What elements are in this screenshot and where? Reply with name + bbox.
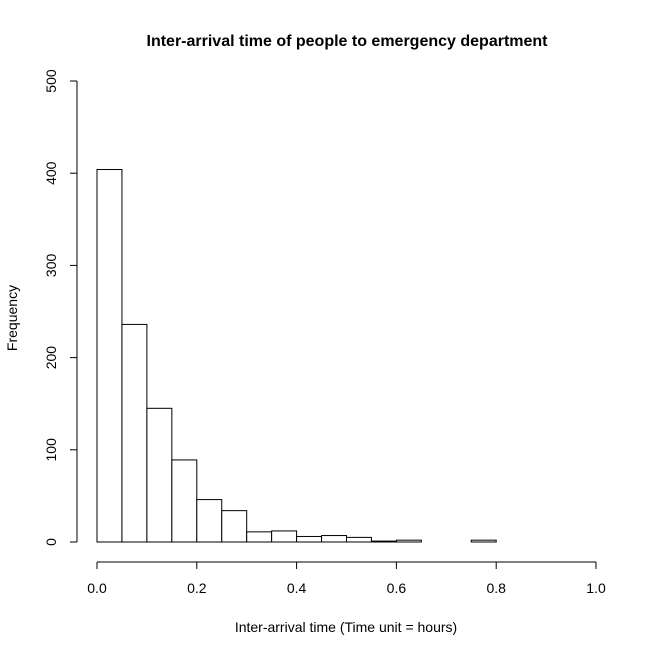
y-axis-label: Frequency bbox=[4, 285, 20, 351]
y-tick-label-4: 400 bbox=[43, 161, 59, 185]
histogram-bar-3 bbox=[171, 459, 198, 543]
x-tick-label-5: 1.0 bbox=[586, 580, 606, 596]
y-tick-label-2: 200 bbox=[43, 346, 59, 370]
histogram-bar-2 bbox=[146, 407, 173, 543]
x-tick-label-0: 0.0 bbox=[87, 580, 107, 596]
histogram-bars bbox=[96, 169, 497, 543]
histogram-bar-9 bbox=[321, 535, 347, 543]
histogram-bar-5 bbox=[221, 510, 248, 543]
histogram-bar-11 bbox=[370, 540, 397, 543]
y-tick-label-3: 300 bbox=[43, 254, 59, 278]
y-tick-label-1: 100 bbox=[43, 438, 59, 462]
histogram-bar-10 bbox=[346, 536, 372, 543]
histogram-bar-0 bbox=[96, 169, 123, 543]
x-tick-label-2: 0.4 bbox=[287, 580, 307, 596]
chart-title: Inter-arrival time of people to emergenc… bbox=[147, 33, 549, 50]
histogram-bar-1 bbox=[121, 323, 148, 543]
histogram-bar-6 bbox=[246, 531, 273, 543]
x-axis-label: Inter-arrival time (Time unit = hours) bbox=[235, 619, 457, 635]
histogram-bar-15 bbox=[470, 539, 497, 543]
y-axis: 0 100 200 300 400 500 bbox=[43, 69, 78, 546]
x-tick-label-4: 0.8 bbox=[486, 580, 506, 596]
y-tick-label-5: 500 bbox=[43, 69, 59, 93]
x-axis: 0.0 0.2 0.4 0.6 0.8 1.0 bbox=[87, 561, 606, 596]
histogram-bar-4 bbox=[196, 499, 223, 543]
histogram-bar-8 bbox=[296, 535, 323, 543]
y-tick-label-0: 0 bbox=[43, 538, 59, 546]
histogram-bar-7 bbox=[271, 530, 298, 543]
x-tick-label-3: 0.6 bbox=[387, 580, 407, 596]
x-tick-label-1: 0.2 bbox=[187, 580, 207, 596]
histogram-bar-12 bbox=[395, 539, 422, 543]
